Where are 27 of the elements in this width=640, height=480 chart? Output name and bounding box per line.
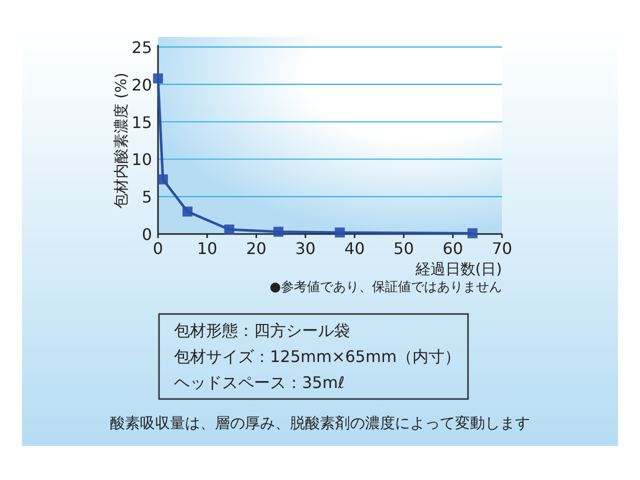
x-tick-label: 30: [295, 239, 316, 258]
y-tick-label: 20: [132, 75, 152, 94]
y-tick-label: 10: [132, 150, 152, 170]
x-axis-title: 経過日数(日): [414, 260, 502, 278]
y-tick-label: 15: [132, 112, 152, 132]
point: [334, 228, 345, 238]
point: [153, 73, 163, 84]
x-tick-label: 20: [246, 239, 266, 258]
y-tick-label: 0: [142, 225, 152, 244]
text: ●参考値であり、保証値ではありません: [270, 280, 502, 295]
point: [468, 228, 478, 238]
text: 包材サイズ：125mm×65mm（内寸）: [174, 347, 461, 366]
y-tick-label: 25: [132, 38, 152, 57]
text: 酸素吸収量は、層の厚み、脱酸素剤の濃度によって変動します: [110, 414, 530, 432]
x-tick-label: 50: [394, 239, 414, 258]
point: [273, 226, 284, 237]
point: [224, 224, 234, 235]
point: [158, 174, 168, 184]
x-tick-label: 60: [442, 239, 464, 258]
text: ヘッドスペース：35mℓ: [174, 373, 345, 392]
y-tick-label: 5: [142, 188, 152, 207]
x-tick-label: 10: [196, 239, 218, 258]
point: [182, 206, 192, 217]
x-tick-label: 70: [492, 239, 512, 258]
y-axis-title: 包材内酸素濃度 (%): [112, 72, 130, 208]
text: 包材形態：四方シール袋: [174, 321, 350, 340]
x-tick-label: 40: [344, 239, 365, 258]
